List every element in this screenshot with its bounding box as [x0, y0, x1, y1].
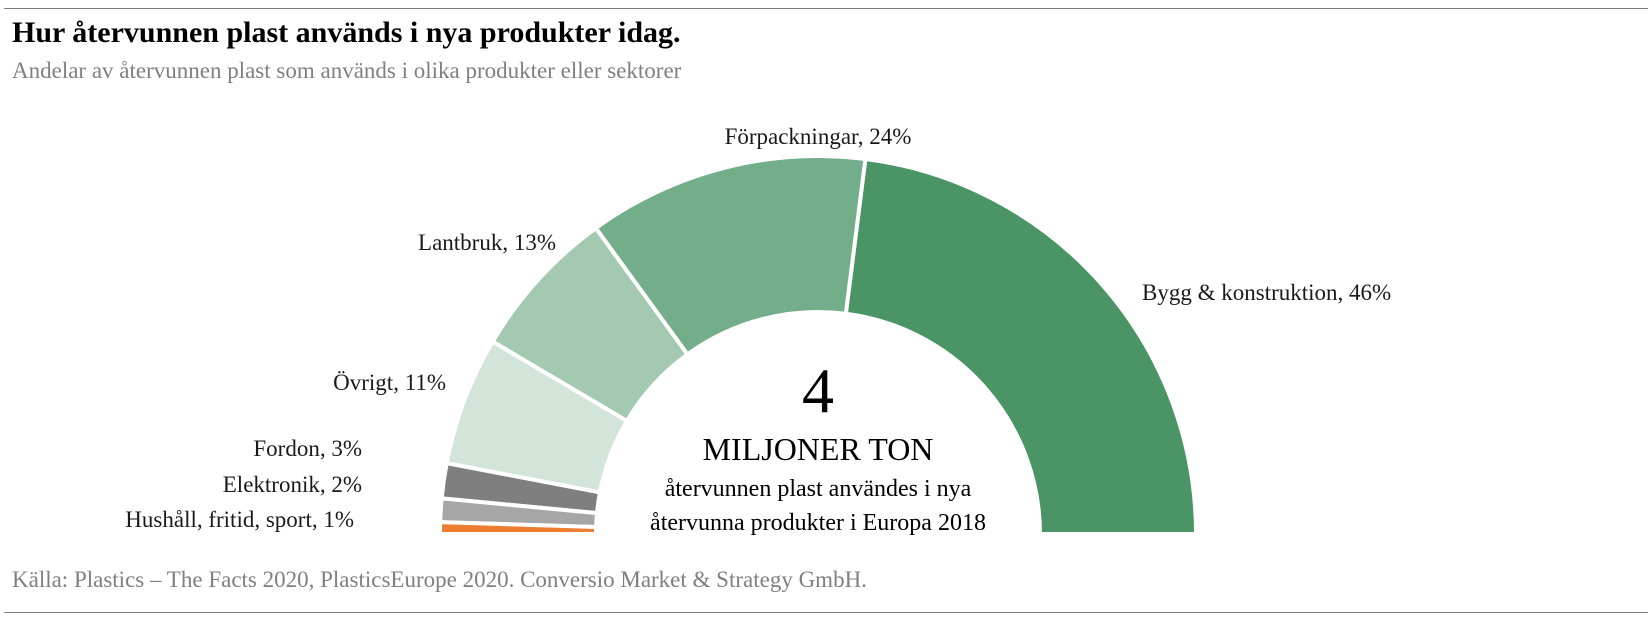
slice-label-7: Hushåll, fritid, sport, 1%	[125, 507, 354, 532]
slice-label-4: Övrigt, 11%	[333, 370, 446, 395]
chart-subtitle: Andelar av återvunnen plast som används …	[12, 58, 682, 83]
top-rule	[4, 8, 1648, 9]
center-desc-line2: återvunna produkter i Europa 2018	[650, 510, 986, 536]
slice-1	[843, 156, 1199, 536]
slice-label-6: Elektronik, 2%	[223, 472, 362, 497]
slice-label-3: Lantbruk, 13%	[418, 230, 556, 255]
source-note: Källa: Plastics – The Facts 2020, Plasti…	[12, 567, 867, 592]
slice-label-1: Bygg & konstruktion, 46%	[1142, 280, 1391, 305]
chart-labels: Bygg & konstruktion, 46% Förpackningar, 2…	[125, 124, 1391, 532]
bottom-rule	[4, 612, 1648, 613]
center-unit: MILJONER TON	[703, 431, 934, 467]
chart-title: Hur återvunnen plast används i nya produ…	[12, 16, 681, 49]
slice-7	[437, 520, 599, 536]
slice-label-5: Fordon, 3%	[253, 436, 362, 461]
chart-slices	[437, 154, 1199, 536]
slice-label-2: Förpackningar, 24%	[725, 124, 912, 149]
center-value: 4	[802, 355, 834, 426]
center-desc-line1: återvunnen plast användes i nya	[665, 476, 972, 502]
